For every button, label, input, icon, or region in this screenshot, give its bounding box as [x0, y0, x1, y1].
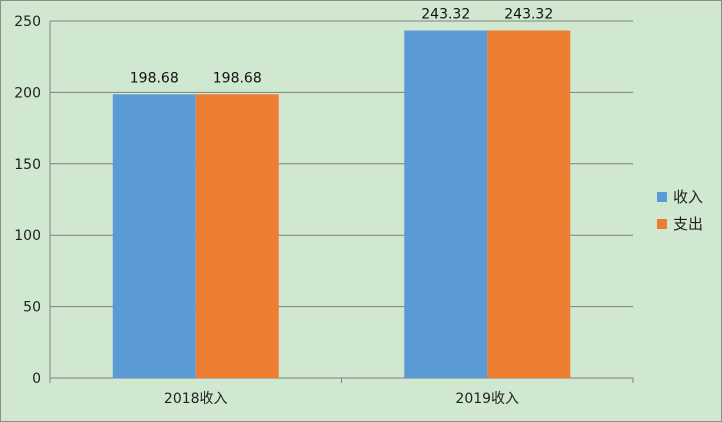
legend-label: 支出: [673, 215, 703, 233]
y-tick-label: 50: [23, 300, 41, 316]
data-label: 198.68: [213, 70, 262, 86]
data-label: 198.68: [130, 70, 179, 86]
y-tick-label: 0: [32, 371, 41, 387]
bar-income: [112, 94, 196, 378]
bar-income: [404, 30, 488, 379]
data-label: 243.32: [421, 7, 470, 23]
bar-expense: [487, 30, 571, 379]
x-category-label: 2018收入: [164, 391, 228, 407]
y-tick-label: 100: [14, 228, 41, 244]
legend-label: 收入: [673, 188, 703, 206]
y-tick-label: 150: [14, 157, 41, 173]
bars: [112, 30, 571, 379]
data-labels: 198.68 198.68 243.32 243.32: [130, 7, 554, 87]
y-tick-label: 200: [14, 85, 41, 101]
bar-expense: [195, 94, 279, 378]
x-category-label: 2019收入: [455, 391, 519, 407]
data-label: 243.32: [504, 7, 553, 23]
legend-swatch: [657, 219, 667, 229]
y-tick-label: 250: [14, 14, 41, 30]
legend-swatch: [657, 192, 667, 202]
